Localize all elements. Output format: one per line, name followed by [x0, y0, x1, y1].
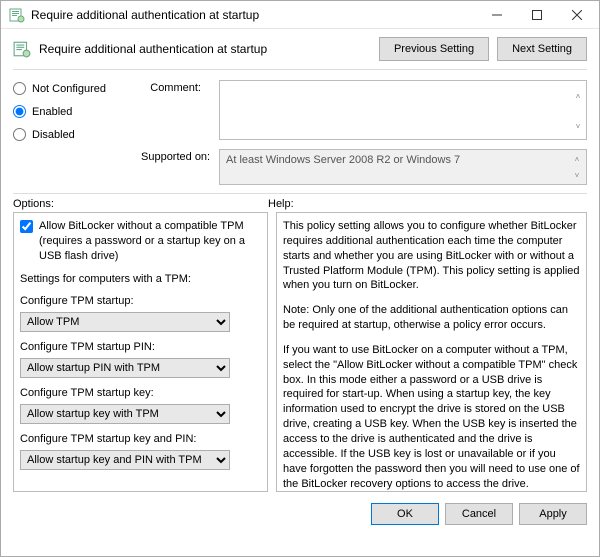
allow-no-tpm-label: Allow BitLocker without a compatible TPM… — [39, 219, 261, 264]
radio-not-configured-input[interactable] — [13, 82, 26, 95]
help-paragraph: Note: Only one of the additional authent… — [283, 303, 580, 333]
pane-headers: Options: Help: — [1, 198, 599, 212]
chevron-up-icon[interactable]: ˄ — [570, 81, 586, 112]
radio-label: Not Configured — [32, 83, 106, 95]
supported-row: Supported on: At least Windows Server 20… — [1, 143, 599, 191]
cancel-button[interactable]: Cancel — [445, 503, 513, 525]
supported-on-text: At least Windows Server 2008 R2 or Windo… — [226, 154, 460, 166]
state-row: Not Configured Enabled Disabled Comment:… — [1, 76, 599, 143]
radio-enabled-input[interactable] — [13, 105, 26, 118]
tpm-key-label: Configure TPM startup key: — [20, 386, 261, 401]
radio-enabled[interactable]: Enabled — [13, 105, 133, 118]
help-pane[interactable]: This policy setting allows you to config… — [276, 212, 587, 492]
comment-spinner: ˄ ˅ — [570, 81, 586, 142]
next-setting-button[interactable]: Next Setting — [497, 37, 587, 61]
window-title: Require additional authentication at sta… — [31, 8, 477, 22]
chevron-down-icon[interactable]: ˅ — [569, 167, 585, 183]
header-row: Require additional authentication at sta… — [1, 29, 599, 69]
maximize-button[interactable] — [517, 1, 557, 28]
radio-label: Enabled — [32, 106, 72, 118]
policy-title: Require additional authentication at sta… — [39, 42, 371, 56]
supported-label: Supported on: — [141, 149, 211, 163]
allow-no-tpm-checkbox[interactable] — [20, 220, 33, 233]
chevron-down-icon[interactable]: ˅ — [570, 112, 586, 143]
comment-label: Comment: — [141, 80, 211, 94]
dialog-window: Require additional authentication at sta… — [0, 0, 600, 557]
supported-on-box: At least Windows Server 2008 R2 or Windo… — [219, 149, 587, 185]
divider — [13, 69, 587, 70]
apply-button[interactable]: Apply — [519, 503, 587, 525]
minimize-button[interactable] — [477, 1, 517, 28]
policy-icon — [13, 40, 31, 58]
tpm-pin-label: Configure TPM startup PIN: — [20, 340, 261, 355]
tpm-keypin-label: Configure TPM startup key and PIN: — [20, 432, 261, 447]
radio-disabled[interactable]: Disabled — [13, 128, 133, 141]
help-paragraph: If you want to use BitLocker on a comput… — [283, 343, 580, 491]
comment-label-col: Comment: — [141, 80, 211, 143]
allow-no-tpm-checkbox-row[interactable]: Allow BitLocker without a compatible TPM… — [20, 219, 261, 264]
help-paragraph: This policy setting allows you to config… — [283, 219, 580, 293]
split-body: Allow BitLocker without a compatible TPM… — [1, 212, 599, 492]
state-radios: Not Configured Enabled Disabled — [13, 80, 133, 143]
tpm-section-label: Settings for computers with a TPM: — [20, 272, 261, 287]
ok-button[interactable]: OK — [371, 503, 439, 525]
comment-wrap: ˄ ˅ — [219, 80, 587, 143]
options-pane[interactable]: Allow BitLocker without a compatible TPM… — [13, 212, 268, 492]
supported-label-col: Supported on: — [141, 149, 211, 185]
tpm-key-select[interactable]: Allow startup key with TPM — [20, 404, 230, 424]
radio-disabled-input[interactable] — [13, 128, 26, 141]
tpm-pin-select[interactable]: Allow startup PIN with TPM — [20, 358, 230, 378]
help-header: Help: — [268, 198, 587, 210]
radio-not-configured[interactable]: Not Configured — [13, 82, 133, 95]
tpm-startup-label: Configure TPM startup: — [20, 294, 261, 309]
tpm-keypin-select[interactable]: Allow startup key and PIN with TPM — [20, 450, 230, 470]
policy-icon — [9, 7, 25, 23]
chevron-up-icon[interactable]: ˄ — [569, 151, 585, 167]
radio-label: Disabled — [32, 129, 75, 141]
comment-textarea[interactable] — [219, 80, 587, 140]
titlebar: Require additional authentication at sta… — [1, 1, 599, 29]
close-button[interactable] — [557, 1, 597, 28]
options-header: Options: — [13, 198, 268, 210]
divider — [13, 193, 587, 194]
footer: OK Cancel Apply — [1, 492, 599, 535]
tpm-startup-select[interactable]: Allow TPM — [20, 312, 230, 332]
previous-setting-button[interactable]: Previous Setting — [379, 37, 489, 61]
supported-spinner: ˄ ˅ — [569, 151, 585, 183]
